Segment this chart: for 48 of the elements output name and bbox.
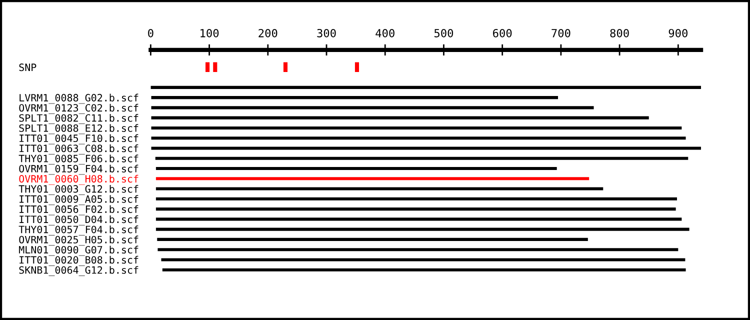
bar bbox=[151, 136, 686, 140]
bar bbox=[156, 197, 677, 200]
bar bbox=[156, 187, 604, 190]
bar bbox=[150, 86, 702, 89]
bar bbox=[151, 106, 594, 110]
y-tick-label: MLN01_0090_G07.b.scf bbox=[19, 246, 138, 256]
y-tick-label: ITT01_0020_B08.b.scf bbox=[20, 256, 138, 266]
x-tick-label: 100 bbox=[200, 28, 219, 38]
bar bbox=[156, 218, 682, 221]
bar bbox=[151, 146, 702, 150]
x-tick-label: 300 bbox=[317, 28, 336, 38]
bar bbox=[151, 126, 682, 130]
bar bbox=[156, 208, 676, 211]
x-tick-label: 500 bbox=[434, 28, 454, 38]
bar bbox=[156, 177, 590, 180]
x-tick-label: 400 bbox=[376, 28, 394, 38]
bar bbox=[162, 268, 686, 272]
bar bbox=[155, 156, 688, 160]
bar bbox=[156, 166, 557, 170]
y-tick-label: ITT01_0063_C08.b.scf bbox=[20, 144, 138, 154]
y-tick-label: ITT01_0045_F10.b.scf bbox=[20, 134, 138, 144]
y-tick-label: SPLT1_0082_C11.b.scf bbox=[19, 114, 138, 124]
y-tick-label: OVRM1_0060_H08.b.scf bbox=[19, 174, 138, 185]
bar bbox=[157, 238, 588, 241]
y-tick-label: SNP bbox=[19, 64, 36, 72]
bar bbox=[151, 96, 558, 100]
bar bbox=[156, 228, 690, 231]
y-tick-label: THY01_0057_F04.b.scf bbox=[18, 226, 138, 236]
y-tick-label: SKNB1_0064_G12.b.scf bbox=[19, 266, 138, 276]
x-tick-label: 700 bbox=[552, 28, 570, 38]
y-tick-label: OVRM1_0123_C02.b.scf bbox=[19, 104, 138, 114]
y-tick-label: OVRM1_0025_H05.b.scf bbox=[19, 236, 138, 246]
bar bbox=[151, 116, 649, 120]
y-tick-label: THY01_0003_G12.b.scf bbox=[18, 184, 138, 195]
bar bbox=[158, 248, 678, 252]
y-tick-label: LVRM1_0088_G02.b.scf bbox=[20, 94, 138, 104]
y-tick-label: ITT01_0050_D04.b.scf bbox=[20, 215, 138, 226]
y-tick-label: SPLT1_0088_E12.b.scf bbox=[19, 124, 138, 134]
y-tick-label: ITT01_0056_F02.b.scf bbox=[20, 205, 138, 216]
x-tick-label: 0 bbox=[148, 28, 154, 38]
x-tick-label: 900 bbox=[668, 28, 688, 38]
y-tick-label: OVRM1_0159_F04.b.scf bbox=[19, 164, 138, 175]
x-tick-label: 800 bbox=[610, 28, 629, 38]
x-tick-label: 600 bbox=[493, 28, 512, 38]
y-tick-label: ITT01_0009_A05.b.scf bbox=[20, 195, 138, 206]
y-tick-label: THY01_0085_F06.b.scf bbox=[18, 154, 138, 165]
bar bbox=[161, 258, 686, 262]
x-tick-label: 200 bbox=[258, 28, 278, 38]
